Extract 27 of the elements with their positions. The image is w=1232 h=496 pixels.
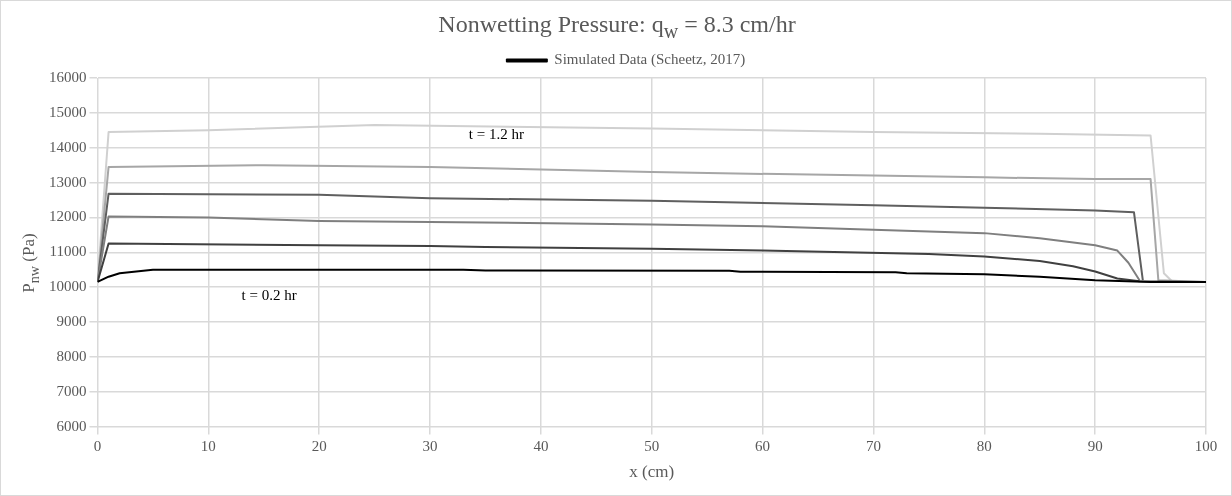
x-tick-label: 80 xyxy=(976,437,992,454)
x-tick-label: 0 xyxy=(93,437,102,454)
x-tick-label: 20 xyxy=(311,437,327,454)
chart-title: Nonwetting Pressure: q$_{w}$ = 8.3 cm/hr xyxy=(437,11,797,43)
x-axis-title: x (cm) xyxy=(629,462,675,482)
annotation: t = 0.2 hr xyxy=(241,286,297,303)
y-tick-label: 6000 xyxy=(56,417,87,434)
x-tick-label: 40 xyxy=(533,437,549,454)
y-tick-label: 11000 xyxy=(49,243,87,260)
x-tick-label: 70 xyxy=(865,437,881,454)
annotation: t = 1.2 hr xyxy=(468,126,524,143)
y-tick-label: 7000 xyxy=(56,382,87,399)
x-tick-label: 30 xyxy=(422,437,438,454)
x-tick-label: 60 xyxy=(755,437,771,454)
y-tick-label: 14000 xyxy=(49,138,87,155)
y-tick-label: 16000 xyxy=(49,68,87,85)
y-tick-label: 15000 xyxy=(49,103,87,120)
y-tick-label: 10000 xyxy=(49,278,87,295)
y-tick-label: 8000 xyxy=(56,347,87,364)
x-tick-label: 90 xyxy=(1087,437,1103,454)
y-tick-label: 12000 xyxy=(49,208,87,225)
y-tick-label: 13000 xyxy=(49,173,87,190)
x-tick-label: 50 xyxy=(644,437,660,454)
legend-label: Simulated Data (Scheetz, 2017) xyxy=(554,51,746,69)
x-tick-label: 100 xyxy=(1194,437,1218,454)
y-tick-label: 9000 xyxy=(56,312,87,329)
x-tick-label: 10 xyxy=(200,437,216,454)
